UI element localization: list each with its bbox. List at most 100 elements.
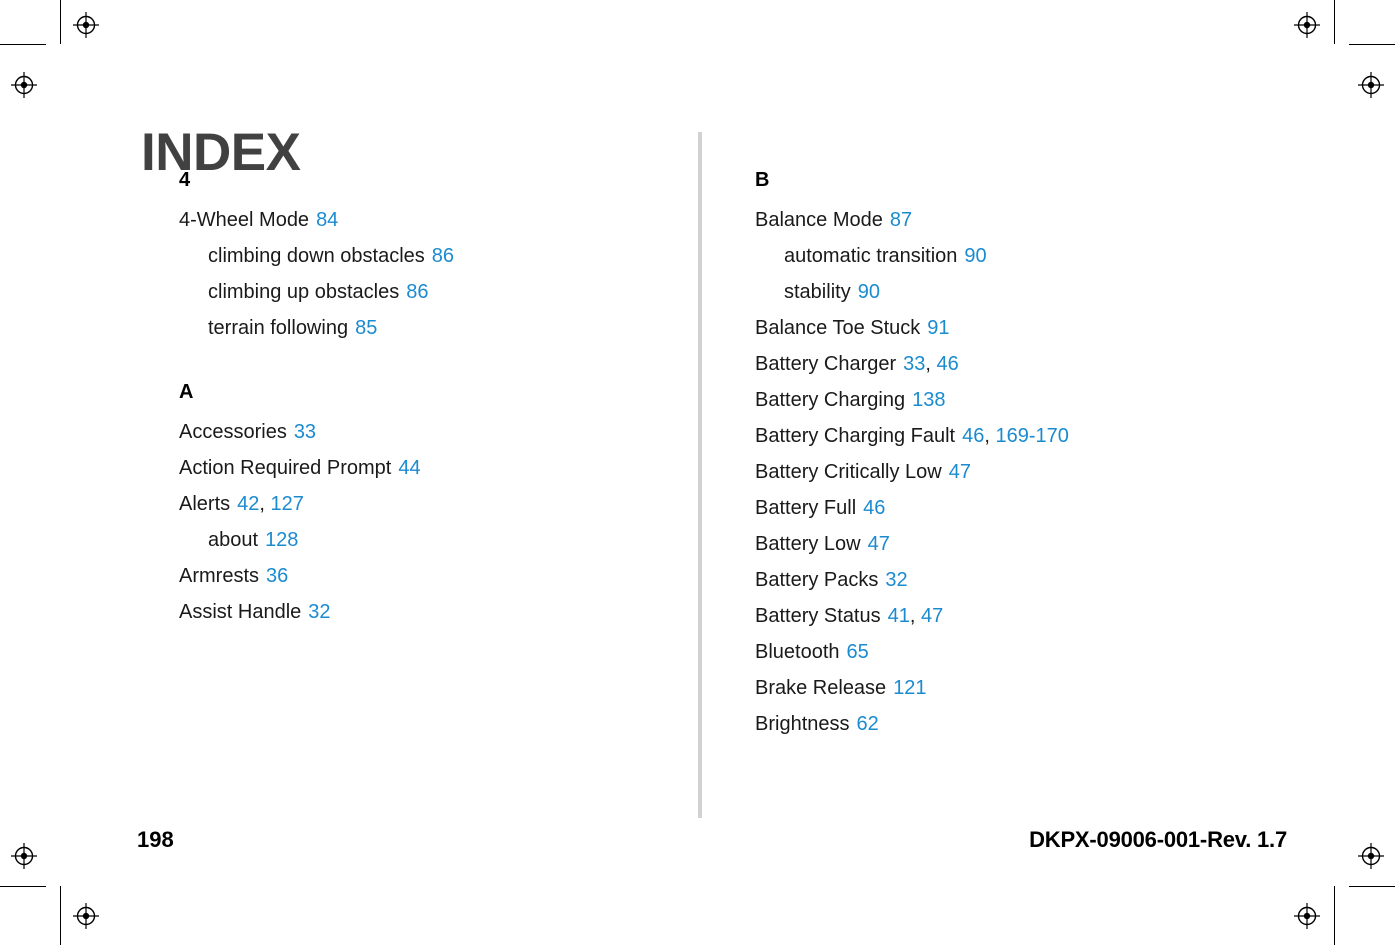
- index-entry-label: Brightness: [755, 713, 850, 735]
- index-entry[interactable]: Battery Charger 33, 46: [755, 354, 1225, 374]
- index-entry[interactable]: climbing down obstacles 86: [179, 246, 649, 266]
- index-entry-pages: 84: [316, 209, 338, 231]
- crop-mark: [60, 0, 61, 44]
- index-entry-label: Bluetooth: [755, 641, 840, 663]
- index-entry[interactable]: Battery Low 47: [755, 534, 1225, 554]
- crop-mark: [1334, 0, 1335, 44]
- page-reference[interactable]: 47: [921, 605, 944, 627]
- page-reference[interactable]: 42: [237, 493, 260, 515]
- crop-mark: [1349, 886, 1395, 887]
- page-reference[interactable]: 127: [270, 493, 304, 515]
- index-entry[interactable]: automatic transition 90: [755, 246, 1225, 266]
- page-reference[interactable]: 32: [885, 569, 908, 591]
- index-entry[interactable]: Battery Charging Fault 46, 169-170: [755, 426, 1225, 446]
- page-separator: ,: [925, 353, 931, 375]
- index-entry-pages: 47: [949, 461, 971, 483]
- page-reference[interactable]: 169-170: [995, 425, 1069, 447]
- index-entry-label: climbing down obstacles: [208, 245, 425, 267]
- crop-mark: [60, 886, 61, 945]
- index-entry-pages: 85: [355, 317, 377, 339]
- page-reference[interactable]: 86: [431, 245, 455, 267]
- index-entry-label: Battery Charging Fault: [755, 425, 956, 447]
- index-entry[interactable]: Alerts 42, 127: [179, 494, 649, 514]
- crop-mark: [0, 886, 46, 887]
- index-entry[interactable]: Action Required Prompt 44: [179, 458, 649, 478]
- page-title: INDEX: [141, 123, 301, 182]
- page-reference[interactable]: 46: [936, 353, 959, 375]
- column-divider: [698, 132, 702, 818]
- index-entry[interactable]: Battery Status 41, 47: [755, 606, 1225, 626]
- page-reference[interactable]: 138: [912, 389, 946, 411]
- index-entry-label: Balance Mode: [755, 209, 883, 231]
- page-reference[interactable]: 36: [266, 565, 289, 587]
- index-entry-pages: 90: [964, 245, 986, 267]
- page-separator: ,: [909, 605, 916, 627]
- index-entry-pages: 42, 127: [237, 493, 304, 515]
- index-entry[interactable]: Brake Release 121: [755, 678, 1225, 698]
- page-reference[interactable]: 128: [265, 529, 299, 551]
- index-entry-label: Battery Charging: [755, 389, 906, 411]
- index-entry-label: Battery Status: [755, 605, 881, 627]
- index-entry-pages: 91: [927, 317, 949, 339]
- index-entry[interactable]: terrain following 85: [179, 318, 649, 338]
- index-entry-pages: 121: [893, 677, 926, 699]
- page-separator: ,: [259, 493, 265, 515]
- index-entry-pages: 87: [890, 209, 912, 231]
- index-entry[interactable]: climbing up obstacles 86: [179, 282, 649, 302]
- page-reference[interactable]: 87: [889, 209, 913, 231]
- index-entry-pages: 86: [406, 281, 428, 303]
- index-entry-label: Balance Toe Stuck: [755, 317, 921, 339]
- page-reference[interactable]: 46: [863, 497, 886, 519]
- page-reference[interactable]: 65: [846, 641, 869, 663]
- index-entry[interactable]: 4-Wheel Mode 84: [179, 210, 649, 230]
- index-entry[interactable]: stability 90: [755, 282, 1225, 302]
- index-entry[interactable]: Balance Toe Stuck 91: [755, 318, 1225, 338]
- registration-target-icon: [1358, 72, 1384, 98]
- index-entry-label: Accessories: [179, 421, 287, 443]
- index-entry[interactable]: Armrests 36: [179, 566, 649, 586]
- index-entry-label: Assist Handle: [179, 601, 302, 623]
- index-entry[interactable]: Bluetooth 65: [755, 642, 1225, 662]
- index-entry-label: Battery Packs: [755, 569, 879, 591]
- index-entry-label: Armrests: [179, 565, 259, 587]
- page-reference[interactable]: 47: [948, 461, 971, 483]
- page-reference[interactable]: 86: [406, 281, 429, 303]
- index-entry-label: about: [208, 529, 259, 551]
- index-entry-label: stability: [784, 281, 851, 303]
- page-reference[interactable]: 62: [856, 713, 879, 735]
- index-entry[interactable]: Battery Charging 138: [755, 390, 1225, 410]
- index-entry-pages: 46, 169-170: [962, 425, 1069, 447]
- page-reference[interactable]: 90: [857, 281, 880, 303]
- page-reference[interactable]: 90: [964, 245, 987, 267]
- index-entry[interactable]: Battery Packs 32: [755, 570, 1225, 590]
- registration-target-icon: [1358, 843, 1384, 869]
- footer-document-code: DKPX-09006-001-Rev. 1.7: [1029, 827, 1287, 852]
- index-entry[interactable]: Accessories 33: [179, 422, 649, 442]
- index-entry[interactable]: about 128: [179, 530, 649, 550]
- index-entry[interactable]: Brightness 62: [755, 714, 1225, 734]
- page-reference[interactable]: 44: [398, 457, 421, 479]
- index-entry-label: Brake Release: [755, 677, 887, 699]
- index-entry-label: automatic transition: [784, 245, 958, 267]
- index-entry[interactable]: Battery Critically Low 47: [755, 462, 1225, 482]
- index-entry-label: Battery Charger: [755, 353, 897, 375]
- index-entry[interactable]: Battery Full 46: [755, 498, 1225, 518]
- index-entry-pages: 138: [912, 389, 945, 411]
- page-reference[interactable]: 41: [887, 605, 910, 627]
- index-column-right: B Balance Mode 87 automatic transition 90 sta…: [755, 170, 1225, 750]
- page-reference[interactable]: 121: [893, 677, 927, 699]
- index-entry-pages: 36: [266, 565, 288, 587]
- index-entry-pages: 41, 47: [888, 605, 944, 627]
- page-reference[interactable]: 84: [316, 209, 339, 231]
- page-reference[interactable]: 33: [293, 421, 317, 443]
- page-reference[interactable]: 91: [927, 317, 950, 339]
- index-entry[interactable]: Balance Mode 87: [755, 210, 1225, 230]
- page-reference[interactable]: 33: [903, 353, 926, 375]
- page-reference[interactable]: 32: [308, 601, 331, 623]
- index-entry-label: Action Required Prompt: [179, 457, 392, 479]
- page-reference[interactable]: 46: [962, 425, 985, 447]
- page-reference[interactable]: 47: [867, 533, 890, 555]
- page-reference[interactable]: 85: [355, 317, 378, 339]
- index-entry-pages: 32: [308, 601, 330, 623]
- index-entry[interactable]: Assist Handle 32: [179, 602, 649, 622]
